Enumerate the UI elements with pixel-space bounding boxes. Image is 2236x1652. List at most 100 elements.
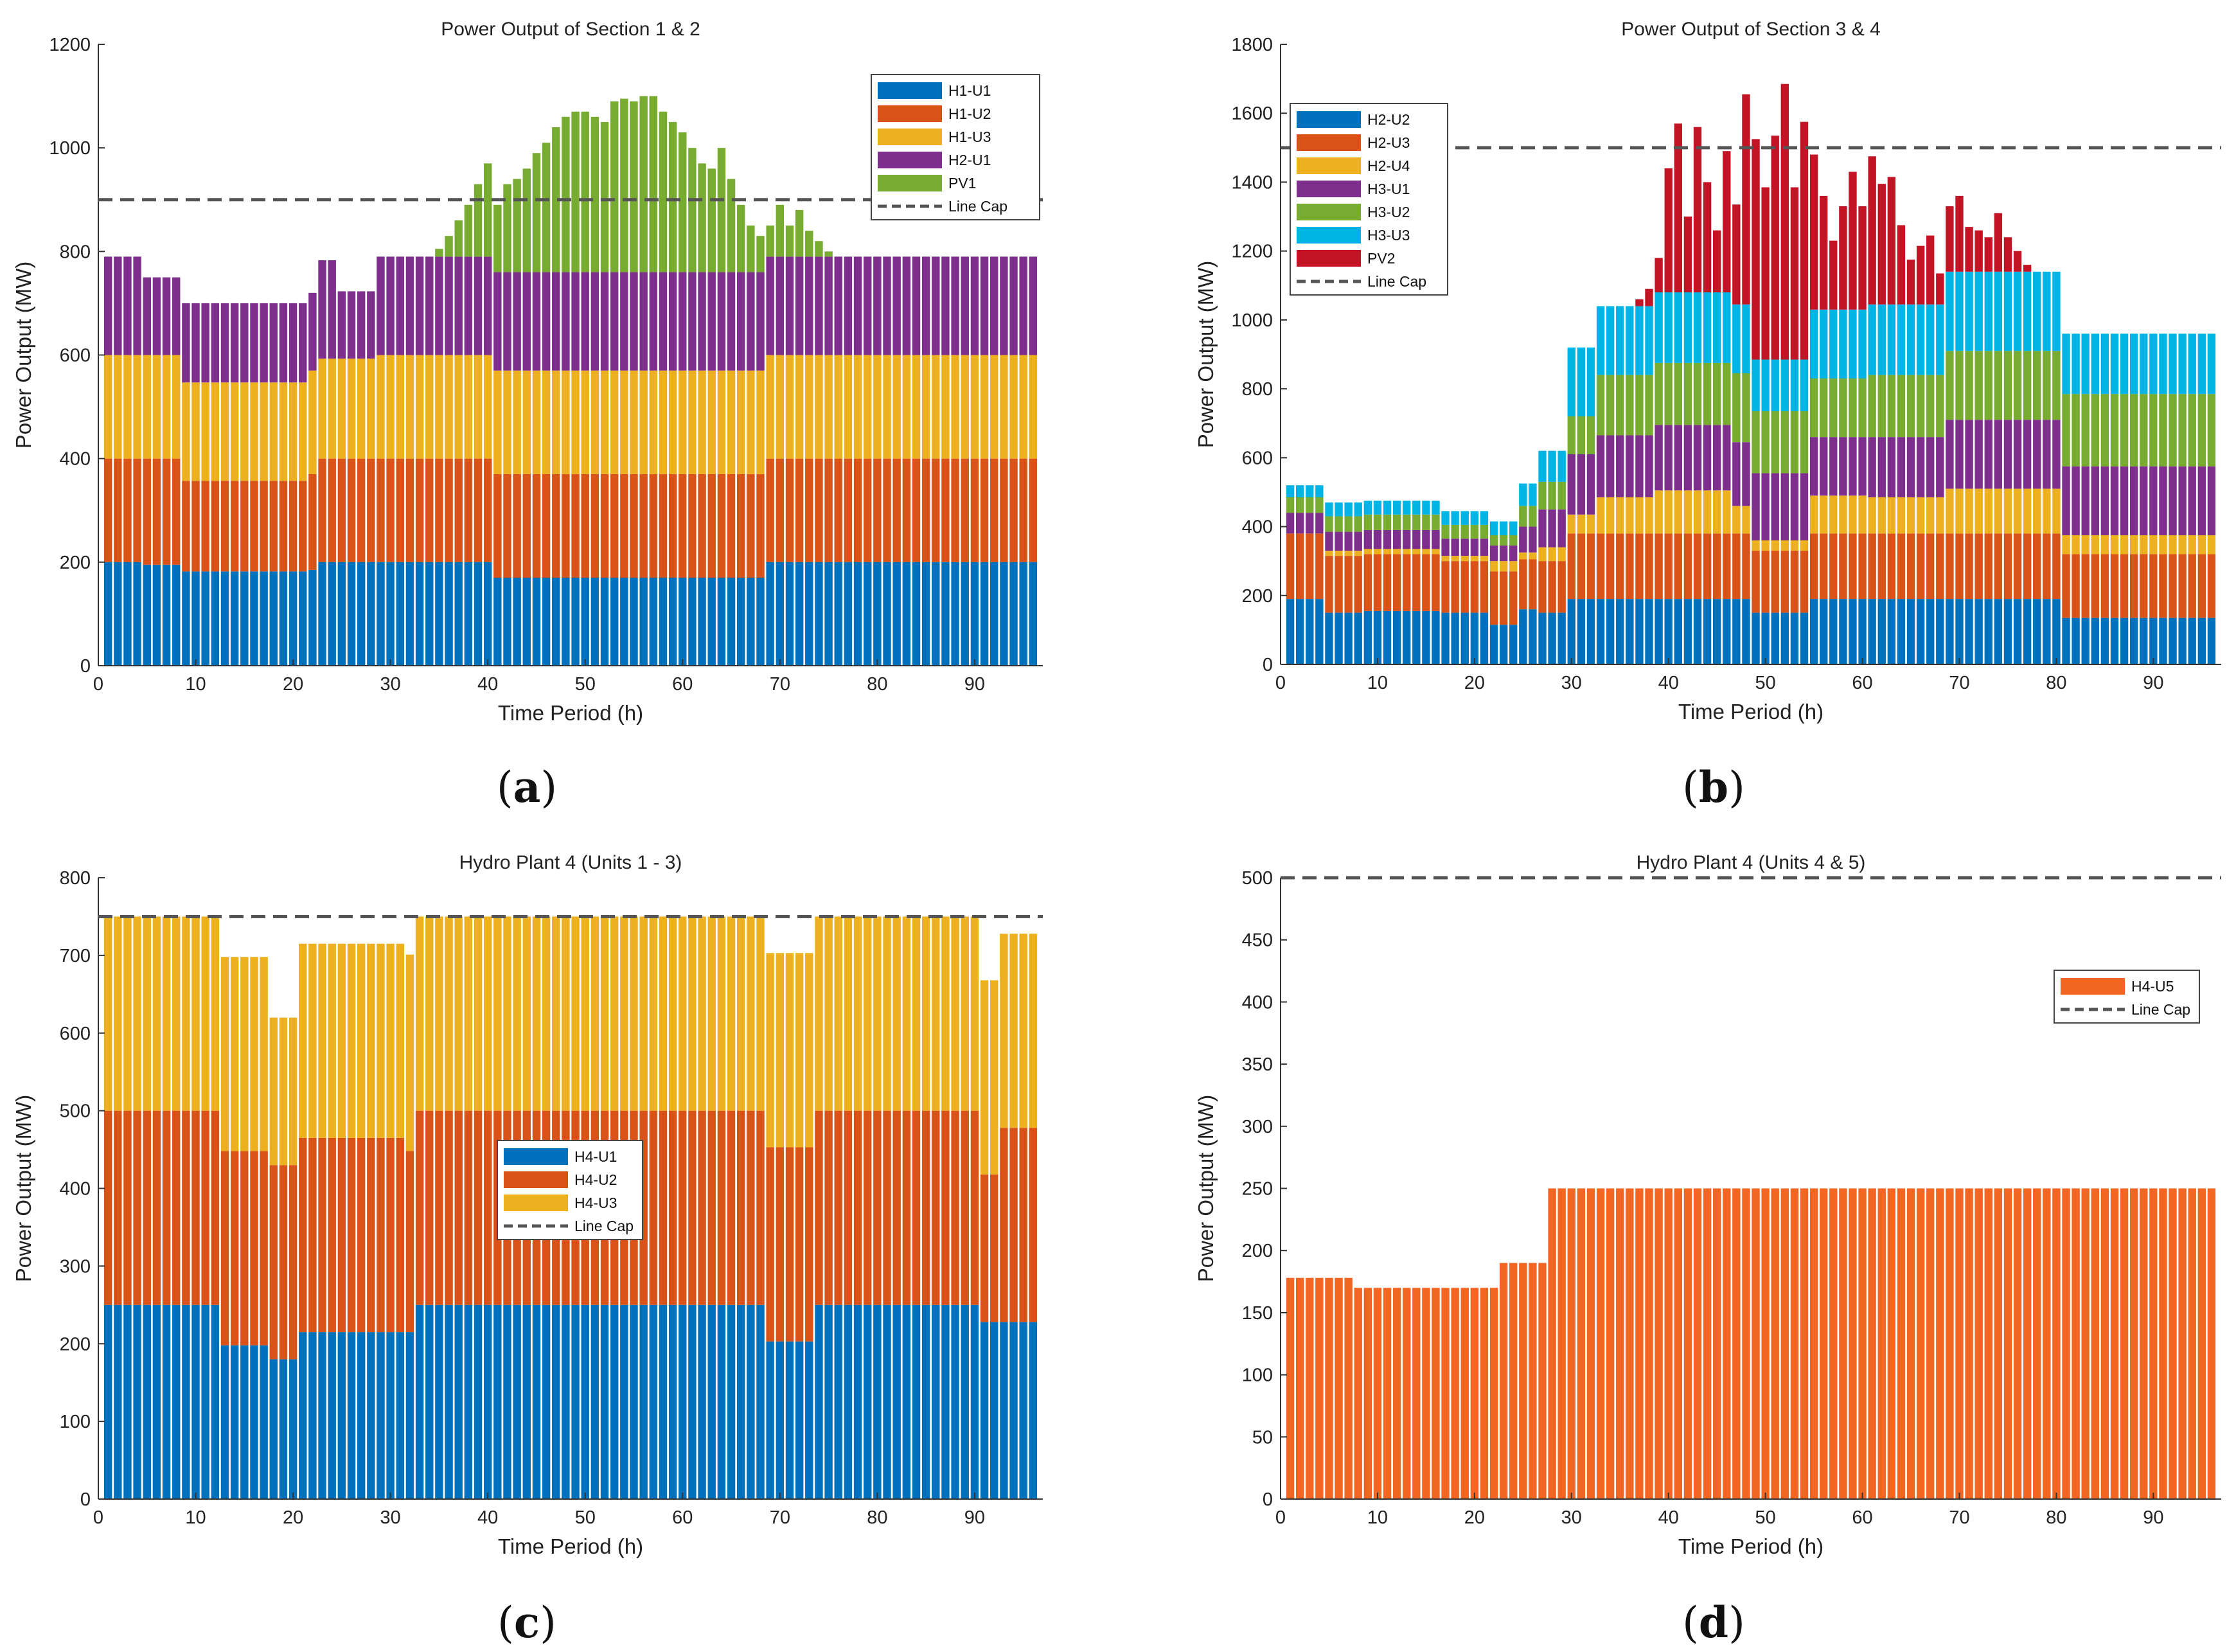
bar-h3-u3-t52	[1780, 359, 1789, 411]
bar-h1-u2-t70	[776, 458, 785, 562]
bar-h2-u4-t51	[1771, 540, 1779, 551]
bar-h4-u5-t79	[2043, 1188, 2051, 1499]
bar-h2-u3-t3	[1306, 533, 1314, 600]
bar-h2-u2-t58	[1839, 599, 1847, 664]
bar-h1-u3-t37	[454, 355, 463, 459]
bar-h3-u1-t82	[2072, 466, 2080, 535]
bar-pv1-t69	[766, 226, 774, 257]
bar-h4-u1-t23	[318, 1332, 326, 1499]
legend-label: H3-U1	[1367, 181, 1410, 197]
bar-h2-u2-t24	[1509, 625, 1518, 664]
bar-h3-u2-t44	[1703, 362, 1712, 425]
bar-h4-u1-t27	[357, 1332, 366, 1499]
bar-h1-u1-t82	[892, 562, 901, 666]
bar-h4-u3-t91	[980, 980, 989, 1175]
bar-h2-u3-t26	[1529, 559, 1537, 610]
bar-h2-u4-t15	[1422, 549, 1430, 555]
bar-h3-u3-t56	[1820, 309, 1828, 379]
bar-h2-u1-t52	[600, 272, 609, 371]
bar-h4-u1-t3	[123, 1304, 132, 1499]
bar-h4-u3-t50	[581, 916, 589, 1111]
bar-h2-u4-t28	[1548, 547, 1556, 562]
bar-h1-u1-t8	[172, 564, 181, 666]
bar-h1-u2-t38	[464, 458, 473, 562]
bar-h3-u2-t3	[1306, 497, 1314, 513]
bar-h2-u2-t38	[1645, 599, 1653, 664]
bar-h4-u1-t58	[659, 1304, 668, 1499]
bar-h1-u3-t20	[288, 382, 297, 481]
bar-h3-u3-t17	[1441, 511, 1450, 525]
bar-h3-u1-t46	[1723, 425, 1731, 491]
bar-pv2-t45	[1712, 230, 1721, 292]
bar-h2-u1-t20	[288, 303, 297, 383]
bar-h1-u3-t59	[668, 370, 677, 474]
bar-h4-u1-t24	[328, 1332, 336, 1499]
bar-h3-u2-t57	[1829, 378, 1838, 438]
bar-h4-u1-t9	[182, 1304, 190, 1499]
bar-h4-u3-t27	[357, 943, 366, 1138]
bar-h4-u3-t66	[736, 916, 745, 1111]
bar-h2-u3-t91	[2159, 554, 2167, 618]
bar-h1-u2-t76	[834, 458, 842, 562]
bar-h4-u3-t62	[698, 916, 706, 1111]
bar-h4-u3-t29	[377, 943, 385, 1138]
bar-h3-u2-t88	[2129, 394, 2138, 466]
bar-h4-u5-t25	[1519, 1263, 1527, 1499]
bar-h4-u5-t84	[2091, 1188, 2099, 1499]
bar-h2-u4-t78	[2033, 488, 2041, 534]
bar-h4-u1-t52	[600, 1304, 609, 1499]
bar-h2-u1-t56	[639, 272, 648, 371]
bar-h2-u1-t96	[1029, 256, 1038, 355]
bar-h3-u2-t76	[2013, 351, 2022, 420]
bar-h1-u1-t7	[162, 564, 171, 666]
bar-h1-u2-t54	[620, 474, 628, 578]
bar-h2-u2-t30	[1567, 599, 1575, 664]
bar-h3-u2-t28	[1548, 481, 1556, 510]
bar-h3-u3-t37	[1635, 306, 1644, 375]
bar-h2-u4-t62	[1877, 497, 1886, 534]
bar-h2-u3-t22	[1489, 571, 1498, 625]
bar-h4-u2-t65	[727, 1110, 736, 1305]
bar-h2-u3-t29	[1557, 561, 1566, 613]
bar-h3-u1-t42	[1683, 425, 1692, 491]
bar-h2-u3-t36	[1626, 533, 1634, 600]
bar-h4-u5-t31	[1577, 1188, 1586, 1499]
bar-h2-u2-t92	[2169, 617, 2177, 664]
bar-h1-u3-t1	[103, 355, 112, 459]
bar-h2-u2-t18	[1451, 612, 1459, 664]
bar-h3-u3-t65	[1906, 304, 1915, 375]
bar-h1-u3-t24	[328, 359, 336, 459]
bar-h3-u3-t10	[1373, 501, 1382, 515]
bar-h2-u1-t37	[454, 256, 463, 355]
bar-h2-u4-t57	[1829, 495, 1838, 534]
bar-h2-u1-t58	[659, 272, 668, 371]
bar-h1-u3-t69	[766, 355, 774, 459]
bar-h3-u2-t72	[1974, 351, 1983, 420]
bar-h2-u4-t19	[1460, 556, 1469, 562]
bar-h1-u2-t45	[532, 474, 541, 578]
chart-panel-a: Power Output of Section 1 & 20 10 20 30 40 50…	[12, 19, 1043, 812]
bar-pv1-t51	[590, 116, 599, 272]
x-tick-label: 50	[575, 1507, 596, 1528]
legend-swatch-h1-u2	[878, 105, 942, 122]
bar-h4-u3-t36	[445, 916, 453, 1111]
bar-h3-u1-t39	[1655, 425, 1663, 491]
bar-pv1-t74	[815, 241, 823, 257]
bar-h2-u3-t67	[1926, 533, 1935, 600]
bar-h4-u5-t36	[1626, 1188, 1634, 1499]
bar-h3-u3-t15	[1422, 501, 1430, 515]
bar-h4-u3-t58	[659, 916, 668, 1111]
legend-label: H3-U2	[1367, 204, 1410, 220]
bar-h3-u1-t28	[1548, 509, 1556, 547]
bar-pv1-t50	[581, 111, 589, 272]
bar-h2-u2-t9	[1363, 610, 1372, 664]
bar-h3-u1-t49	[1752, 473, 1760, 540]
bar-h4-u3-t14	[230, 957, 239, 1151]
bar-h4-u1-t87	[941, 1304, 950, 1499]
legend-label: H3-U3	[1367, 227, 1410, 244]
bar-h2-u1-t85	[921, 256, 930, 355]
bar-h4-u3-t56	[639, 916, 648, 1111]
bar-h3-u3-t57	[1829, 309, 1838, 379]
bar-h1-u2-t90	[970, 458, 979, 562]
bar-h4-u1-t41	[493, 1304, 502, 1499]
